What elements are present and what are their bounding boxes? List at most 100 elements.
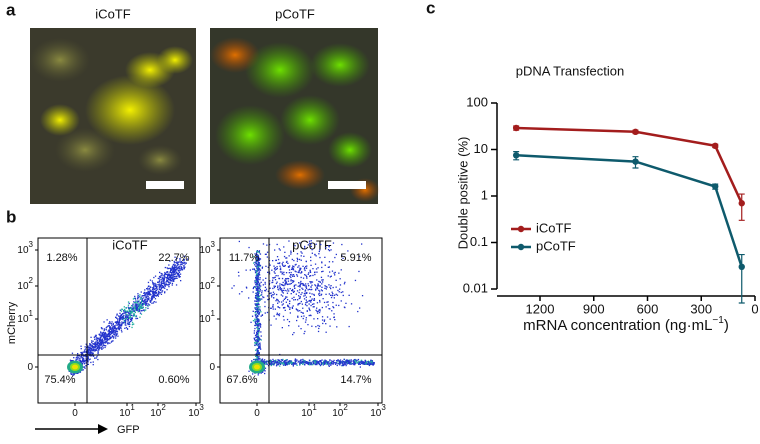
event-dot (126, 314, 128, 316)
event-dot (102, 336, 104, 338)
event-dot (257, 297, 259, 299)
event-dot (159, 286, 161, 288)
event-dot (285, 272, 288, 274)
event-dot (70, 372, 72, 374)
event-dot (274, 360, 276, 362)
event-dot (258, 339, 260, 341)
event-dot (292, 291, 295, 293)
event-dot (287, 363, 289, 365)
event-dot (231, 287, 233, 289)
event-dot (271, 281, 273, 284)
event-dot (144, 294, 146, 296)
event-dot (342, 361, 344, 364)
event-dot (259, 309, 261, 311)
event-dot (313, 360, 315, 362)
event-dot (344, 306, 346, 309)
event-dot (166, 279, 168, 281)
event-dot (95, 341, 97, 343)
event-dot (141, 300, 144, 302)
event-dot (256, 277, 258, 279)
plot-title: pCoTF (292, 237, 332, 252)
event-dot (156, 294, 159, 296)
event-dot (329, 276, 331, 278)
event-dot (277, 288, 279, 290)
x-tick-label: 1200 (526, 301, 555, 316)
event-dot (277, 362, 279, 364)
event-dot (267, 361, 269, 363)
event-dot (80, 353, 83, 355)
event-dot (115, 327, 118, 330)
event-dot (266, 311, 269, 314)
event-dot (319, 308, 321, 311)
event-dot (320, 289, 323, 291)
event-dot (295, 359, 297, 361)
event-dot (154, 294, 156, 296)
event-dot (330, 275, 332, 277)
event-dot (146, 288, 148, 290)
event-dot (309, 359, 311, 362)
event-dot (337, 289, 339, 292)
event-dot (258, 310, 260, 312)
event-dot (76, 359, 78, 361)
event-dot (321, 359, 323, 361)
event-dot (257, 282, 259, 284)
event-dot (158, 293, 160, 295)
event-dot (266, 251, 269, 253)
event-dot (157, 288, 159, 290)
event-dot (258, 327, 260, 330)
event-dot (263, 363, 265, 365)
event-dot (256, 264, 258, 266)
event-dot (370, 363, 372, 365)
event-dot (332, 293, 334, 295)
event-dot (257, 324, 260, 326)
event-dot (175, 269, 177, 272)
event-dot (323, 361, 325, 363)
event-dot (115, 327, 117, 329)
event-dot (302, 312, 304, 314)
event-dot (258, 284, 261, 286)
event-dot (257, 341, 259, 343)
event-dot (151, 298, 153, 300)
event-dot (146, 305, 149, 307)
event-dot (306, 362, 308, 364)
event-dot (314, 363, 317, 366)
event-dot (303, 292, 306, 295)
event-dot (304, 321, 307, 323)
event-dot (254, 320, 256, 322)
event-dot (172, 276, 174, 278)
event-dot (257, 340, 260, 342)
x-tick-label: 102 (150, 403, 166, 419)
event-dot (255, 282, 257, 284)
event-dot (310, 286, 312, 288)
event-dot (110, 323, 112, 325)
event-dot (155, 287, 157, 289)
event-dot (337, 359, 339, 361)
event-dot (299, 363, 301, 365)
event-dot (332, 363, 334, 365)
event-dot (100, 332, 102, 334)
event-dot (256, 264, 258, 267)
event-dot (173, 273, 175, 276)
event-dot (305, 317, 307, 319)
event-dot (89, 343, 91, 346)
event-dot (256, 339, 258, 341)
event-dot (256, 259, 258, 261)
event-dot (292, 265, 294, 267)
event-dot (84, 367, 86, 369)
event-dot (164, 271, 166, 274)
event-dot (255, 344, 257, 346)
event-dot (144, 289, 146, 291)
event-dot (284, 284, 286, 286)
event-dot (257, 313, 260, 315)
event-dot (285, 280, 287, 282)
event-dot (294, 287, 296, 289)
event-dot (134, 309, 136, 311)
event-dot (161, 291, 163, 293)
event-dot (336, 326, 338, 328)
event-dot (304, 247, 306, 249)
event-dot (272, 358, 274, 361)
event-dot (108, 333, 110, 336)
event-dot (257, 308, 259, 310)
image-title: iCoTF (95, 6, 130, 21)
plot-frame (219, 237, 383, 404)
